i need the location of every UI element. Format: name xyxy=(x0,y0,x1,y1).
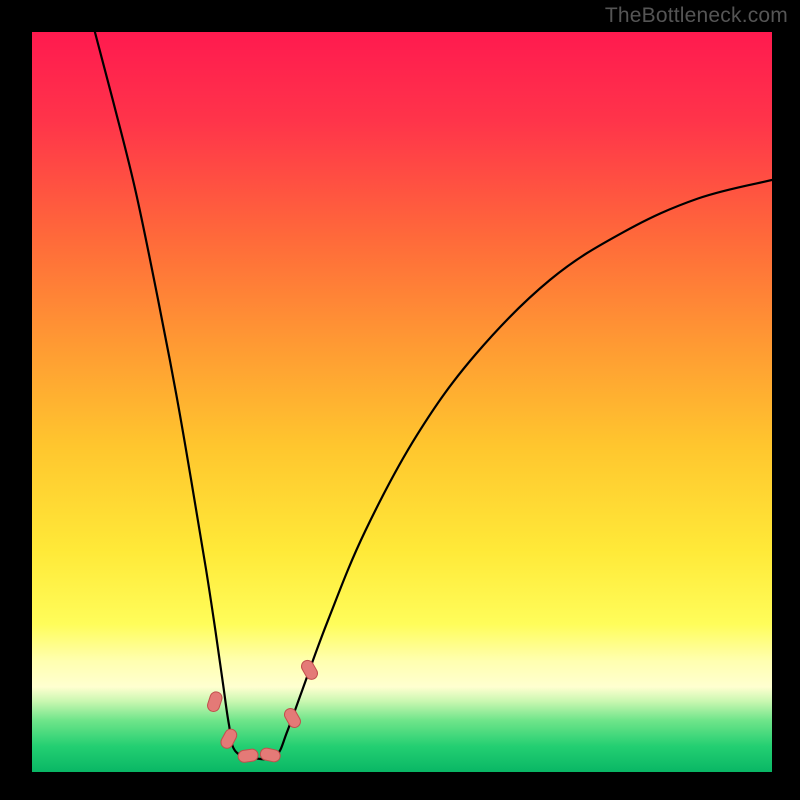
chart-frame: TheBottleneck.com xyxy=(0,0,800,800)
plot-background xyxy=(32,32,772,772)
bottleneck-chart xyxy=(32,32,772,772)
watermark-text: TheBottleneck.com xyxy=(605,4,788,28)
